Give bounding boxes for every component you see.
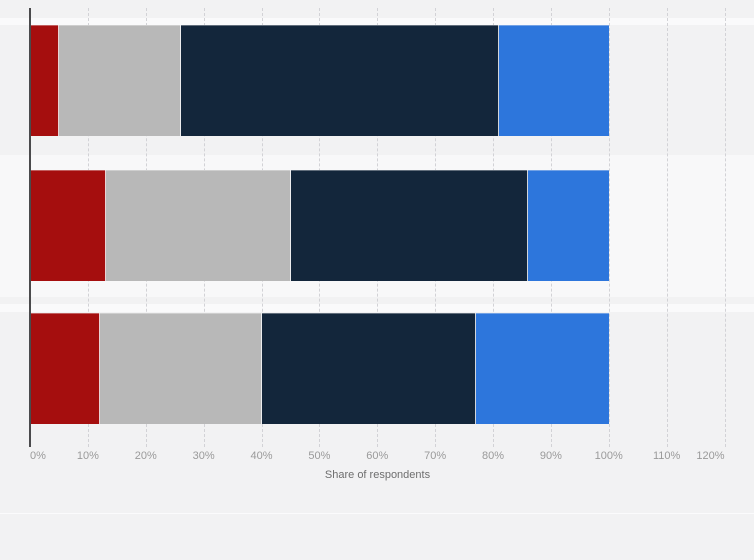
x-axis-tick-label: 60% [366, 450, 389, 462]
x-axis-tick-label: 70% [424, 450, 447, 462]
row3-top-strip [0, 304, 754, 312]
bar-segment-gray[interactable] [99, 313, 262, 424]
x-axis-tick-label: 80% [481, 450, 505, 462]
bar-segment-dark-red[interactable] [30, 313, 100, 424]
x-axis-tick-label: 110% [652, 450, 681, 462]
x-axis-tick-label: 50% [308, 450, 331, 462]
bar-segment-dark-red[interactable] [30, 170, 106, 281]
x-axis-tick-label: 0% [30, 450, 46, 462]
bar-segment-blue[interactable] [476, 313, 610, 424]
bar-segment-dark-navy[interactable] [290, 170, 529, 281]
x-axis-title: Share of respondents [324, 469, 431, 481]
x-axis-tick-label: 100% [594, 450, 623, 462]
bar-segment-dark-navy[interactable] [261, 313, 477, 424]
x-axis-tick-label: 10% [76, 450, 99, 462]
x-axis-tick-label: 30% [192, 450, 215, 462]
bar-segment-gray[interactable] [59, 25, 181, 136]
bar-segment-blue[interactable] [499, 25, 610, 136]
gridline [666, 8, 668, 447]
x-axis-tick-label: 120% [696, 450, 725, 462]
bar-segment-blue[interactable] [528, 170, 610, 281]
bar-segment-dark-red[interactable] [30, 25, 60, 136]
y-axis-line [29, 8, 31, 447]
gridline [608, 8, 610, 447]
x-axis-tick-label: 90% [539, 450, 562, 462]
x-axis-tick-label: 20% [134, 450, 157, 462]
bar-row [30, 170, 610, 281]
gridline [724, 8, 726, 447]
bar-row [30, 313, 610, 424]
x-axis-tick-label: 40% [250, 450, 273, 462]
bar-row [30, 25, 610, 136]
footer-divider [0, 513, 754, 514]
bar-segment-gray[interactable] [105, 170, 291, 281]
row1-top-strip [0, 18, 754, 25]
bar-segment-dark-navy[interactable] [180, 25, 500, 136]
